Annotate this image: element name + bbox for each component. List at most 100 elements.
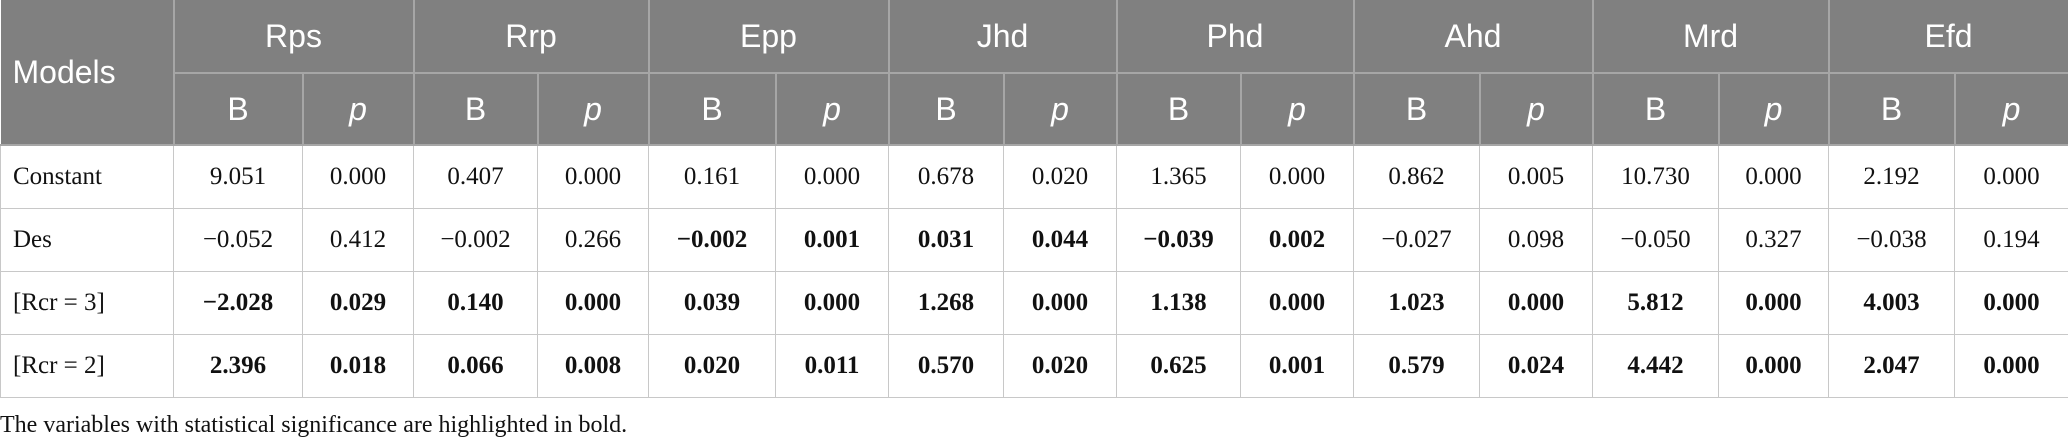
table-cell: 9.051 <box>173 144 303 209</box>
header-cell: B <box>413 73 539 146</box>
table-cell: 2.047 <box>1828 334 1956 398</box>
table-cell: 0.031 <box>888 208 1004 272</box>
row-label: [Rcr = 2] <box>0 334 174 398</box>
header-cell: Efd <box>1828 0 2068 74</box>
table-cell: 0.000 <box>1240 144 1354 209</box>
row-label: Des <box>0 208 174 272</box>
table-cell: 5.812 <box>1592 271 1719 335</box>
header-cell: B <box>648 73 777 146</box>
header-cell: B <box>1592 73 1720 146</box>
table-cell: 0.000 <box>1479 271 1593 335</box>
table-cell: 0.000 <box>1717 144 1830 209</box>
table-cell: 10.730 <box>1592 144 1719 209</box>
table-cell: 0.194 <box>1954 208 2068 272</box>
header-text: p <box>349 90 367 127</box>
header-cell: Rrp <box>413 0 650 74</box>
table-cell: −0.052 <box>173 208 303 272</box>
header-cell: p <box>775 73 890 146</box>
header-cell: p <box>1003 73 1118 146</box>
header-cell: B <box>1116 73 1242 146</box>
table-cell: −0.002 <box>648 208 776 272</box>
table-row: [Rcr = 2] 2.396 0.018 0.066 0.008 0.020 0.011 0… <box>0 334 2068 398</box>
table-cell: 0.000 <box>302 144 414 209</box>
table-cell: 0.000 <box>1954 334 2068 398</box>
table-cell: 0.678 <box>888 144 1004 209</box>
table-cell: −2.028 <box>173 271 303 335</box>
header-cell: B <box>173 73 304 146</box>
table-cell: 1.268 <box>888 271 1004 335</box>
table-cell: 0.000 <box>537 271 649 335</box>
table-cell: 1.365 <box>1116 144 1241 209</box>
table-cell: 2.192 <box>1828 144 1956 209</box>
table-cell: −0.039 <box>1116 208 1241 272</box>
header-cell: B <box>888 73 1005 146</box>
table-cell: 0.000 <box>537 144 649 209</box>
table-cell: 0.024 <box>1479 334 1593 398</box>
header-text: p <box>1051 90 1069 127</box>
table-cell: 0.862 <box>1353 144 1480 209</box>
header-text: p <box>823 90 841 127</box>
table-cell: 0.018 <box>302 334 414 398</box>
table-cell: 0.098 <box>1479 208 1593 272</box>
table-cell: 0.161 <box>648 144 776 209</box>
table-cell: −0.002 <box>413 208 538 272</box>
table-cell: 0.000 <box>1954 271 2068 335</box>
table-cell: 0.066 <box>413 334 538 398</box>
header-cell: Models <box>0 0 175 146</box>
table-cell: 0.266 <box>537 208 649 272</box>
table-cell: 4.442 <box>1592 334 1719 398</box>
header-cell: Rps <box>173 0 415 74</box>
header-cell: p <box>1718 73 1830 146</box>
table-cell: 0.039 <box>648 271 776 335</box>
table-cell: 0.000 <box>1240 271 1354 335</box>
header-cell: Phd <box>1116 0 1355 74</box>
table-cell: −0.050 <box>1592 208 1719 272</box>
row-label: Constant <box>0 144 174 209</box>
table-cell: 0.008 <box>537 334 649 398</box>
table-row: [Rcr = 3] −2.028 0.029 0.140 0.000 0.039 0.000… <box>0 271 2068 335</box>
header-text: p <box>1288 90 1306 127</box>
table-cell: 0.002 <box>1240 208 1354 272</box>
table-cell: 0.011 <box>775 334 889 398</box>
table-cell: 4.003 <box>1828 271 1956 335</box>
table-cell: 0.000 <box>775 144 889 209</box>
table-row: Des −0.052 0.412 −0.002 0.266 −0.002 0.001 0.03… <box>0 208 2068 272</box>
header-cell: p <box>1479 73 1594 146</box>
table-row: Constant 9.051 0.000 0.407 0.000 0.161 0.000 0.… <box>0 144 2068 209</box>
header-cell: Mrd <box>1592 0 1830 74</box>
table-cell: 0.005 <box>1479 144 1593 209</box>
table-cell: 0.029 <box>302 271 414 335</box>
header-cell: p <box>1240 73 1355 146</box>
header-row: Models Rps Rrp Epp Jhd Phd Ahd Mrd Efd <box>0 0 2068 146</box>
table-cell: 0.000 <box>1717 271 1830 335</box>
header-cell: B <box>1353 73 1481 146</box>
header-cell: Ahd <box>1353 0 1594 74</box>
table-cell: 0.000 <box>1003 271 1117 335</box>
table-cell: 0.579 <box>1353 334 1480 398</box>
table-cell: −0.038 <box>1828 208 1956 272</box>
table-cell: 0.001 <box>775 208 889 272</box>
table-cell: 0.020 <box>1003 334 1117 398</box>
row-label: [Rcr = 3] <box>0 271 174 335</box>
header-cell: Jhd <box>888 0 1118 74</box>
header-text: p <box>1527 90 1545 127</box>
table-cell: 2.396 <box>173 334 303 398</box>
table-cell: 0.001 <box>1240 334 1354 398</box>
header-text: p <box>2002 90 2021 127</box>
table-cell: 0.000 <box>1954 144 2068 209</box>
table-cell: 0.327 <box>1717 208 1830 272</box>
table-cell: 1.023 <box>1353 271 1480 335</box>
table-cell: 0.020 <box>1003 144 1117 209</box>
table-cell: 0.625 <box>1116 334 1241 398</box>
table-cell: 1.138 <box>1116 271 1241 335</box>
table-cell: 0.412 <box>302 208 414 272</box>
table-cell: 0.407 <box>413 144 538 209</box>
header-cell: p <box>302 73 415 146</box>
table-cell: 0.000 <box>1717 334 1830 398</box>
header-cell: Epp <box>648 0 890 74</box>
table-cell: 0.000 <box>775 271 889 335</box>
footnote: The variables with statistical significa… <box>0 412 628 438</box>
